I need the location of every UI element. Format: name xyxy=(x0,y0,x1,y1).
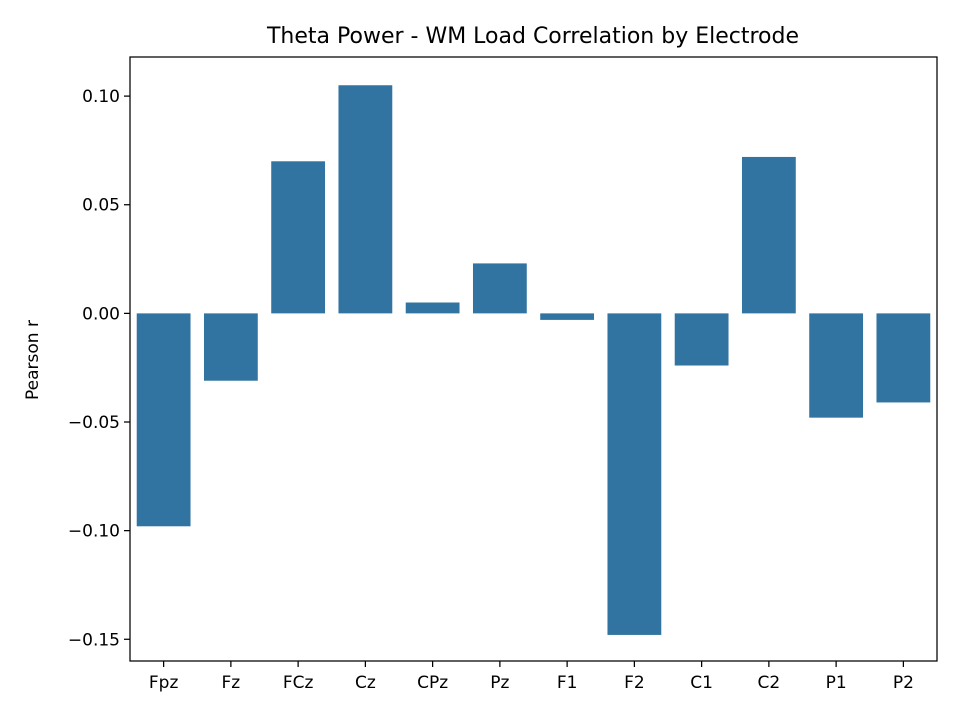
bar-pz xyxy=(472,263,527,314)
bar-f1 xyxy=(540,313,595,320)
bar-p2 xyxy=(876,313,931,403)
x-tick-label-fpz: Fpz xyxy=(149,673,179,693)
bar-p1 xyxy=(809,313,864,418)
x-tick-label-cpz: CPz xyxy=(417,673,448,693)
chart-title: Theta Power - WM Load Correlation by Ele… xyxy=(266,24,799,49)
y-tick-label: 0.05 xyxy=(82,196,120,216)
bar-cz xyxy=(338,85,393,314)
x-tick-label-f1: F1 xyxy=(557,673,578,693)
x-tick-label-p1: P1 xyxy=(826,673,847,693)
bar-fpz xyxy=(136,313,191,527)
x-tick-label-cz: Cz xyxy=(355,673,376,693)
x-tick-label-f2: F2 xyxy=(624,673,645,693)
y-axis-label: Pearson r xyxy=(23,320,43,400)
bar-fcz xyxy=(271,161,326,314)
y-axis-ticks: 0.10 0.05 0.00 −0.05 −0.10 −0.15 xyxy=(68,87,130,650)
x-axis-ticks: Fpz Fz FCz Cz CPz Pz F1 F2 C1 C2 P1 P2 xyxy=(149,661,914,693)
bar-cpz xyxy=(405,302,460,314)
x-tick-label-fz: Fz xyxy=(222,673,241,693)
y-tick-label: −0.05 xyxy=(68,413,120,433)
x-tick-label-pz: Pz xyxy=(490,673,509,693)
y-tick-label: −0.15 xyxy=(68,630,120,650)
x-tick-label-c2: C2 xyxy=(758,673,781,693)
y-tick-label: −0.10 xyxy=(68,522,120,542)
x-tick-label-fcz: FCz xyxy=(283,673,314,693)
bar-fz xyxy=(203,313,258,381)
bars-group xyxy=(136,85,931,635)
y-tick-label: 0.10 xyxy=(82,87,120,107)
plot-frame xyxy=(129,56,938,662)
bar-f2 xyxy=(607,313,662,635)
x-tick-label-p2: P2 xyxy=(893,673,914,693)
bar-c1 xyxy=(674,313,729,366)
bar-c2 xyxy=(741,156,796,314)
x-tick-label-c1: C1 xyxy=(690,673,713,693)
y-tick-label: 0.00 xyxy=(82,304,120,324)
